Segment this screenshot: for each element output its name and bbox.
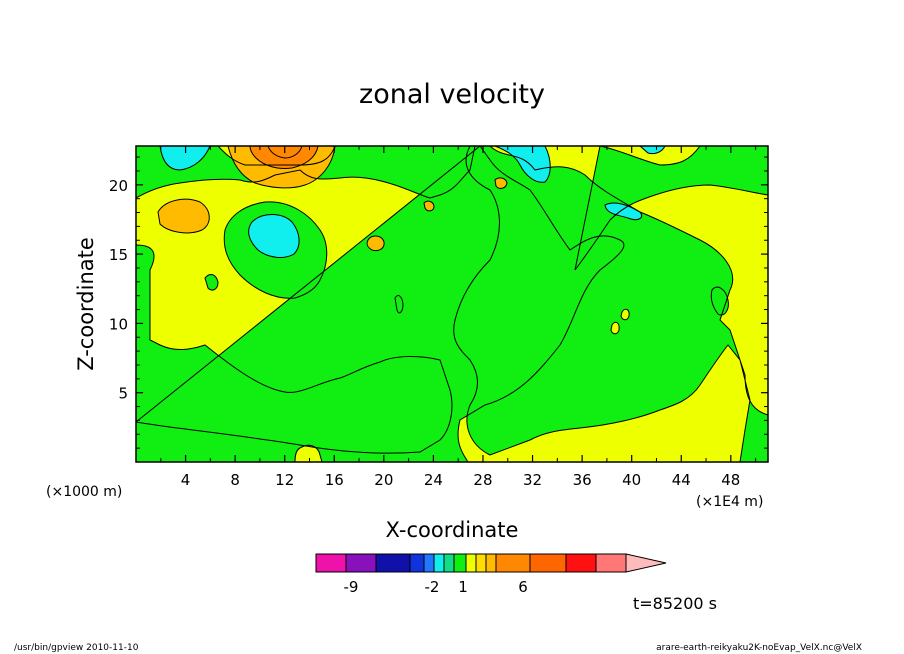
contour-line — [294, 444, 323, 462]
contour-line — [223, 201, 328, 299]
colorbar-box — [315, 553, 347, 573]
contour-regions-cyan — [160, 146, 665, 258]
x-tick-label: 24 — [424, 471, 443, 489]
x-tick-label: 8 — [230, 471, 240, 489]
colorbar-box — [475, 553, 487, 573]
y-tick-label: 10 — [109, 315, 128, 333]
x-tick-label: 16 — [325, 471, 344, 489]
x-tick-label: 48 — [721, 471, 740, 489]
contour-line — [710, 286, 729, 316]
colorbar-tick-label: -9 — [344, 578, 359, 596]
x-axis-label: X-coordinate — [386, 518, 519, 542]
contour-line — [136, 146, 476, 199]
footer-left: /usr/bin/gpview 2010-11-10 — [14, 643, 139, 653]
colorbar-box — [453, 553, 467, 573]
contour-line — [394, 295, 404, 314]
colorbar-tick-label: -2 — [425, 578, 440, 596]
footer-right: arare-earth-reikyaku2K-noEvap_VelX.nc@Ve… — [656, 643, 862, 653]
colorbar-box — [433, 553, 445, 573]
colorbar-box — [565, 553, 597, 573]
contour-line — [366, 235, 385, 252]
contour-line — [620, 308, 630, 321]
colorbar-tick-label: 1 — [458, 578, 468, 596]
time-label: t=85200 s — [633, 594, 717, 613]
contour-line — [249, 146, 319, 169]
y-tick-label: 15 — [109, 246, 128, 264]
contour-line — [136, 146, 768, 462]
x-tick-label: 36 — [573, 471, 592, 489]
contour-line — [610, 321, 620, 335]
contour-regions-yellow-holes — [295, 309, 630, 462]
contour-line — [248, 214, 300, 258]
x-tick-label: 32 — [523, 471, 542, 489]
colorbar-box — [423, 553, 435, 573]
plot-frame — [135, 145, 769, 463]
colorbar — [315, 553, 667, 573]
colorbar-box — [443, 553, 455, 573]
colorbar-arrow — [625, 553, 667, 573]
x-tick-label: 4 — [181, 471, 191, 489]
x-tick-label: 40 — [622, 471, 641, 489]
colorbar-tick-labels: -9 -2 1 6 — [344, 578, 528, 596]
colorbar-box — [595, 553, 627, 573]
contour-line — [204, 274, 219, 291]
x-scale-note: (×1E4 m) — [696, 494, 763, 510]
colorbar-box — [485, 553, 497, 573]
x-unit-note: (×1000 m) — [46, 484, 122, 500]
y-axis-label: Z-coordinate — [74, 237, 98, 371]
colorbar-box — [465, 553, 477, 573]
plot-area — [136, 146, 768, 462]
x-axis-ticks: 4 8 12 16 20 24 28 32 36 40 44 48 — [160, 146, 757, 489]
x-tick-label: 28 — [473, 471, 492, 489]
y-axis-ticks: 5 10 15 20 — [109, 156, 768, 449]
contour-line — [159, 146, 211, 171]
colorbar-box — [375, 553, 411, 573]
contour-line — [604, 202, 643, 221]
contour-line — [494, 146, 551, 183]
colorbar-box — [409, 553, 425, 573]
x-tick-label: 20 — [374, 471, 393, 489]
colorbar-box — [495, 553, 531, 573]
contour-line — [157, 198, 210, 234]
contour-line — [227, 146, 336, 189]
contour-line — [574, 146, 768, 271]
chart-title: zonal velocity — [359, 79, 545, 110]
y-tick-label: 20 — [109, 177, 128, 195]
colorbar-tick-label: 6 — [518, 578, 528, 596]
contour-line — [267, 146, 303, 159]
contour-line — [423, 200, 435, 212]
y-tick-label: 5 — [118, 385, 128, 403]
x-tick-label: 44 — [672, 471, 691, 489]
x-tick-label: 12 — [275, 471, 294, 489]
colorbar-box — [529, 553, 567, 573]
contour-line — [494, 177, 508, 189]
colorbar-box — [345, 553, 377, 573]
